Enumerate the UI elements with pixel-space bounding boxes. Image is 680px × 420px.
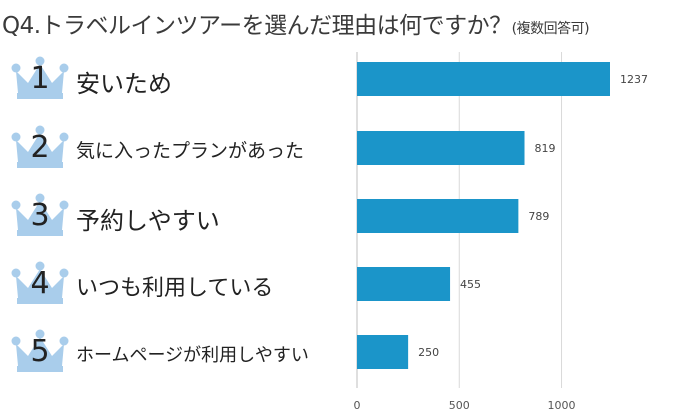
rank-number: 1: [30, 61, 50, 96]
rank-number: 4: [30, 266, 50, 301]
rank-label: 安いため: [76, 70, 172, 99]
bar: [357, 335, 409, 369]
x-tick-label: 500: [449, 399, 470, 412]
bar: [357, 131, 525, 165]
ranking-row: 4 いつも利用している: [8, 260, 348, 306]
bar: [357, 62, 610, 96]
chart-title: Q4.トラベルインツアーを選んだ理由は何ですか？(複数回答可): [2, 6, 590, 40]
rank-label: ホームページが利用しやすい: [76, 344, 309, 366]
x-tick-label: 0: [354, 399, 361, 412]
rank-label: 予約しやすい: [76, 207, 220, 236]
rank-number: 5: [30, 334, 50, 369]
crown-icon: [8, 192, 72, 238]
title-text: Q4.トラベルインツアーを選んだ理由は何ですか？: [2, 13, 512, 39]
crown-icon: [8, 260, 72, 306]
title-note: (複数回答可): [511, 21, 590, 37]
crown-icon: [8, 55, 72, 101]
ranking-row: 1 安いため: [8, 55, 348, 101]
data-label: 819: [535, 142, 556, 155]
data-label: 789: [528, 210, 549, 223]
data-label: 250: [418, 346, 439, 359]
ranking-row: 3 予約しやすい: [8, 192, 348, 238]
ranking-row: 2 気に入ったプランがあった: [8, 124, 348, 170]
rank-label: 気に入ったプランがあった: [76, 140, 305, 163]
bar: [357, 267, 451, 301]
bar: [357, 199, 519, 233]
rank-number: 3: [30, 198, 50, 233]
crown-icon: [8, 328, 72, 374]
rank-number: 2: [30, 130, 50, 165]
rank-label: いつも利用している: [76, 276, 274, 302]
data-label: 455: [460, 278, 481, 291]
x-tick-label: 1000: [548, 399, 576, 412]
crown-icon: [8, 124, 72, 170]
data-label: 1237: [620, 73, 648, 86]
ranking-row: 5 ホームページが利用しやすい: [8, 328, 348, 374]
